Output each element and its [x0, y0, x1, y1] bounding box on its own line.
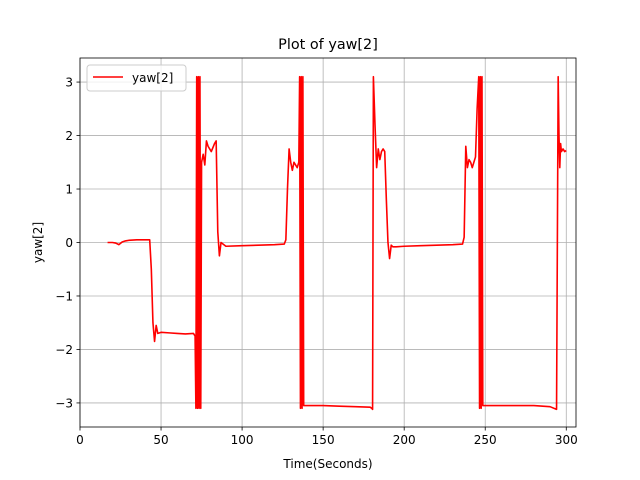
x-tick-label: 150: [312, 433, 335, 447]
y-tick-label: −3: [55, 396, 73, 410]
x-axis-label: Time(Seconds): [282, 457, 372, 471]
y-axis-label: yaw[2]: [31, 222, 45, 263]
y-tick-label: 2: [65, 129, 73, 143]
x-tick-label: 300: [555, 433, 578, 447]
chart-title: Plot of yaw[2]: [278, 37, 378, 53]
legend-label: yaw[2]: [132, 71, 173, 85]
y-tick-label: 1: [65, 183, 73, 197]
y-tick-label: 0: [65, 236, 73, 250]
y-tick-label: −1: [55, 289, 73, 303]
grid: [79, 58, 576, 427]
y-tick-label: −2: [55, 343, 73, 357]
x-tick-label: 50: [153, 433, 168, 447]
x-tick-label: 100: [231, 433, 254, 447]
y-axis-ticks: −3 −2 −1 0 1 2 3: [55, 76, 80, 410]
x-tick-label: 0: [76, 433, 84, 447]
series-line-yaw2: [107, 75, 567, 411]
legend-box: [86, 64, 187, 92]
x-tick-label: 200: [393, 433, 416, 447]
x-tick-label: 250: [474, 433, 497, 447]
legend: yaw[2]: [86, 64, 187, 92]
series-layer: [107, 75, 567, 411]
x-axis-ticks: 0 50 100 150 200 250 300: [76, 427, 578, 447]
y-tick-label: 3: [65, 76, 73, 90]
